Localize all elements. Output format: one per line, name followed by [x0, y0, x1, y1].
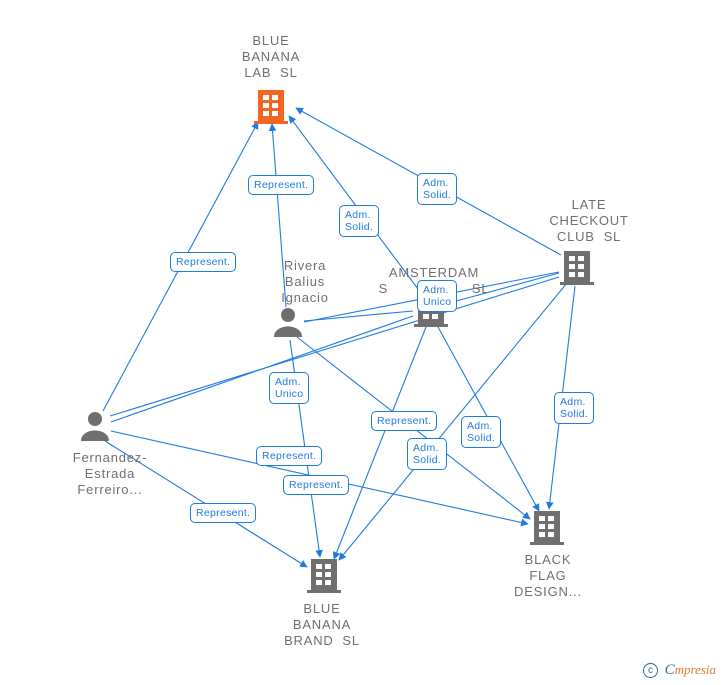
edge: [304, 311, 413, 321]
edge: [289, 116, 421, 293]
company-node-icon[interactable]: [530, 511, 564, 545]
edge: [438, 327, 539, 511]
company-node-icon[interactable]: [254, 90, 288, 124]
edge: [334, 327, 426, 559]
brand-text: Cmpresia: [665, 662, 716, 677]
edge: [549, 286, 575, 509]
person-node-icon[interactable]: [81, 412, 109, 441]
edge: [272, 124, 286, 307]
edge: [103, 122, 258, 411]
watermark: c Cmpresia: [643, 662, 716, 679]
copyright-icon: c: [643, 663, 658, 678]
network-canvas: [0, 0, 728, 685]
company-node-icon[interactable]: [307, 559, 341, 593]
company-node-icon[interactable]: [560, 251, 594, 285]
company-node-icon[interactable]: [414, 293, 448, 327]
edge: [296, 108, 561, 255]
edge: [111, 431, 528, 524]
edge: [449, 273, 559, 303]
person-node-icon[interactable]: [274, 308, 302, 337]
edge: [339, 283, 567, 560]
edge: [105, 441, 307, 567]
edge: [110, 277, 559, 416]
edge: [297, 337, 530, 519]
edge: [290, 340, 320, 557]
